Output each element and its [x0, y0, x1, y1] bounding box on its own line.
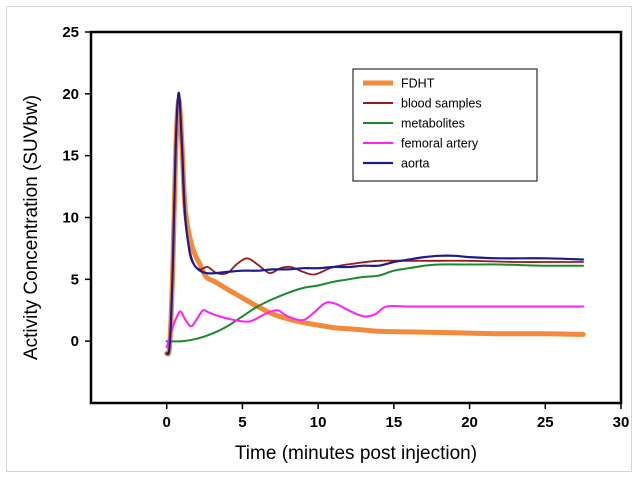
x-tick-label: 25 [537, 414, 554, 431]
legend-label-aorta: aorta [401, 157, 430, 171]
legend-label-blood-samples: blood samples [401, 97, 482, 111]
y-tick-label: 5 [71, 271, 79, 288]
series-line-metabolites [165, 263, 585, 343]
chart-frame: 0 5 10 15 20 25 30 0 5 10 15 20 25 Time (minutes post… [6, 6, 632, 472]
x-tick-label: 5 [238, 414, 246, 431]
y-tick-label: 20 [62, 86, 79, 103]
x-tick-label: 10 [310, 414, 327, 431]
x-axis-title: Time (minutes post injection) [235, 443, 477, 464]
series-line-aorta [165, 91, 585, 356]
x-tick-label: 30 [613, 414, 630, 431]
legend-label-metabolites: metabolites [401, 117, 465, 131]
series-line-femoral-artery [165, 301, 585, 349]
x-tick-label: 0 [163, 414, 171, 431]
x-tick-label: 20 [461, 414, 478, 431]
y-tick-label: 15 [62, 148, 79, 165]
x-tick-label: 15 [386, 414, 403, 431]
y-tick-label: 0 [71, 333, 79, 350]
legend-label-fdht: FDHT [401, 77, 435, 91]
y-axis-title: Activity Concentration (SUVbw) [21, 95, 42, 360]
y-tick-label: 10 [62, 210, 79, 227]
y-tick-label: 25 [62, 24, 79, 41]
legend-label-femoral-artery: femoral artery [401, 137, 479, 151]
line-chart: 0 5 10 15 20 25 30 0 5 10 15 20 25 Time (minutes post… [21, 24, 630, 464]
